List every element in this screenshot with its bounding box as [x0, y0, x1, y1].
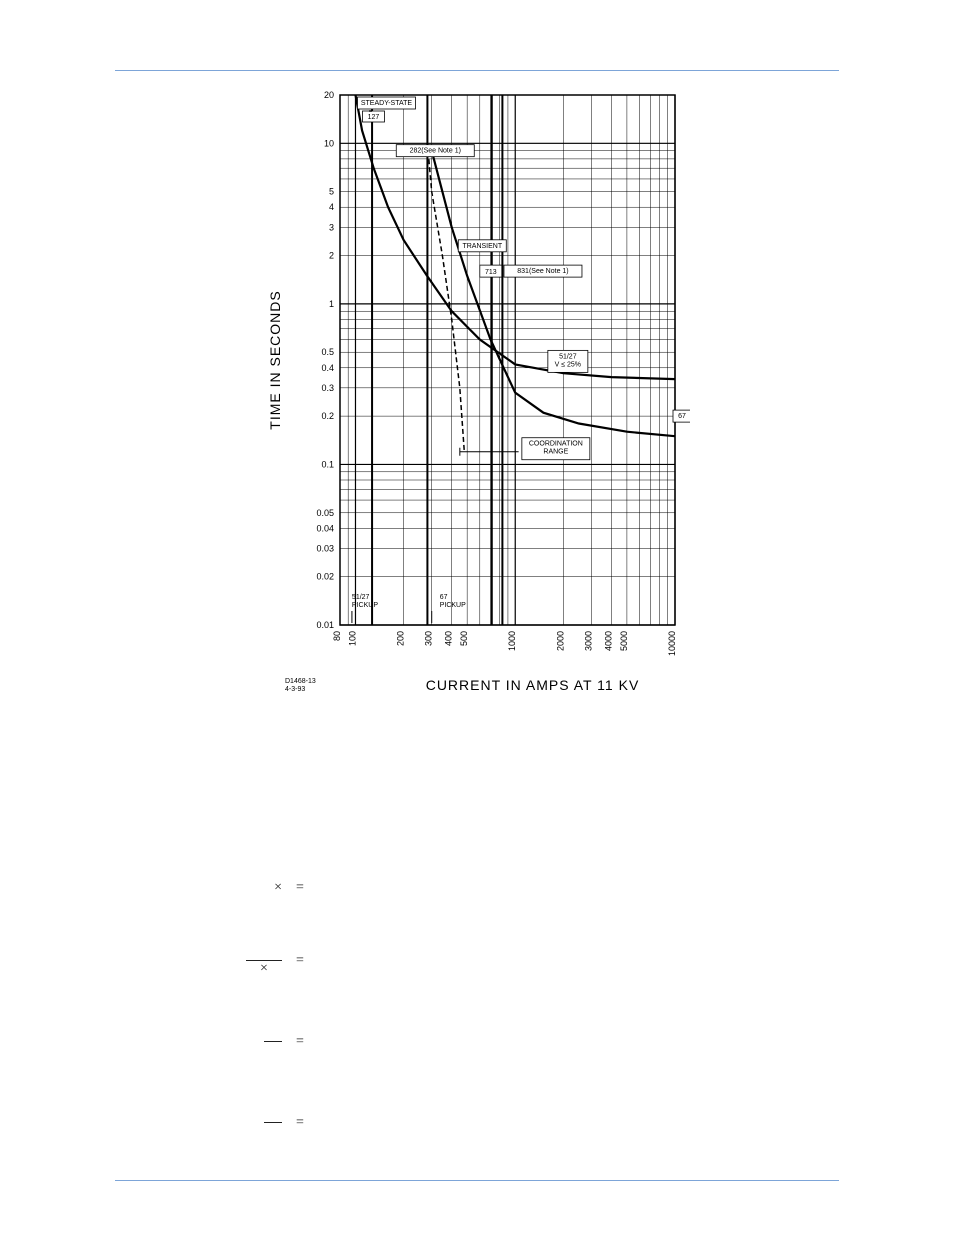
- equation-4: =: [210, 1106, 610, 1139]
- svg-text:0.01: 0.01: [316, 620, 334, 630]
- svg-text:0.04: 0.04: [316, 523, 334, 533]
- svg-text:PICKUP: PICKUP: [440, 602, 466, 609]
- svg-text:V ≤ 25%: V ≤ 25%: [555, 361, 581, 368]
- svg-text:282(See Note 1): 282(See Note 1): [410, 148, 461, 155]
- svg-text:0.3: 0.3: [321, 383, 334, 393]
- svg-text:67: 67: [678, 413, 686, 420]
- svg-text:4-3-93: 4-3-93: [285, 686, 305, 693]
- svg-text:5: 5: [329, 187, 334, 197]
- svg-text:51/27: 51/27: [352, 594, 370, 601]
- equations-block: × = × = =: [210, 880, 610, 1187]
- svg-text:1000: 1000: [507, 631, 517, 651]
- svg-text:CURRENT IN AMPS AT 11 KV: CURRENT IN AMPS AT 11 KV: [426, 677, 640, 693]
- chart-svg: 0.01 0.02 0.03 0.04 0.05 0.1 0.2 0.3 0.4 0.5 1 2 3 4 5…: [260, 85, 690, 705]
- eq2-den: ×: [256, 961, 272, 977]
- svg-text:67: 67: [440, 594, 448, 601]
- svg-text:80: 80: [332, 631, 342, 641]
- eq3-den: [267, 1042, 279, 1058]
- equation-2: × =: [210, 944, 610, 977]
- svg-text:2: 2: [329, 251, 334, 261]
- svg-text:TIME IN SECONDS: TIME IN SECONDS: [267, 290, 283, 429]
- eq3-left: [210, 1025, 290, 1058]
- eq2-frac: ×: [246, 944, 282, 977]
- svg-text:0.03: 0.03: [316, 543, 334, 553]
- eq2-eq: =: [290, 953, 310, 969]
- svg-text:4: 4: [329, 202, 334, 212]
- svg-text:3000: 3000: [583, 631, 593, 651]
- equation-1: × =: [210, 880, 610, 896]
- svg-text:100: 100: [347, 631, 357, 646]
- svg-text:127: 127: [368, 114, 380, 121]
- eq4-eq: =: [290, 1115, 310, 1131]
- eq3-num: [264, 1025, 283, 1042]
- svg-text:1: 1: [329, 299, 334, 309]
- eq4-frac: [264, 1106, 283, 1139]
- svg-text:RANGE: RANGE: [543, 449, 568, 456]
- eq1-eq: =: [290, 880, 310, 896]
- time-current-chart: 0.01 0.02 0.03 0.04 0.05 0.1 0.2 0.3 0.4 0.5 1 2 3 4 5…: [260, 85, 690, 705]
- svg-text:10000: 10000: [667, 631, 677, 656]
- svg-text:D1468-13: D1468-13: [285, 678, 316, 685]
- equation-3: =: [210, 1025, 610, 1058]
- svg-text:300: 300: [424, 631, 434, 646]
- svg-text:10: 10: [324, 138, 334, 148]
- eq3-eq: =: [290, 1034, 310, 1050]
- svg-text:4000: 4000: [603, 631, 613, 651]
- eq2-left: ×: [210, 944, 290, 977]
- svg-text:0.4: 0.4: [321, 363, 334, 373]
- svg-text:STEADY-STATE: STEADY-STATE: [361, 100, 413, 107]
- svg-text:0.05: 0.05: [316, 508, 334, 518]
- svg-text:831(See Note 1): 831(See Note 1): [517, 268, 568, 275]
- top-rule: [115, 70, 839, 71]
- svg-text:0.1: 0.1: [321, 459, 334, 469]
- svg-text:0.5: 0.5: [321, 347, 334, 357]
- svg-text:2000: 2000: [555, 631, 565, 651]
- svg-text:PICKUP: PICKUP: [352, 602, 378, 609]
- svg-text:713: 713: [485, 269, 497, 276]
- svg-text:400: 400: [444, 631, 454, 646]
- eq3-frac: [264, 1025, 283, 1058]
- eq4-num: [264, 1106, 283, 1123]
- svg-text:51/27: 51/27: [559, 353, 577, 360]
- eq4-left: [210, 1106, 290, 1139]
- svg-text:3: 3: [329, 222, 334, 232]
- eq1-left: ×: [210, 880, 290, 896]
- svg-text:0.2: 0.2: [321, 411, 334, 421]
- svg-text:200: 200: [396, 631, 406, 646]
- svg-text:COORDINATION: COORDINATION: [529, 441, 583, 448]
- eq1-op: ×: [274, 880, 282, 895]
- eq2-num: [246, 944, 282, 961]
- eq4-den: [267, 1123, 279, 1139]
- svg-text:20: 20: [324, 90, 334, 100]
- svg-text:500: 500: [459, 631, 469, 646]
- svg-text:TRANSIENT: TRANSIENT: [462, 243, 502, 250]
- svg-text:0.02: 0.02: [316, 572, 334, 582]
- eq2-den-op: ×: [260, 961, 268, 976]
- svg-text:5000: 5000: [619, 631, 629, 651]
